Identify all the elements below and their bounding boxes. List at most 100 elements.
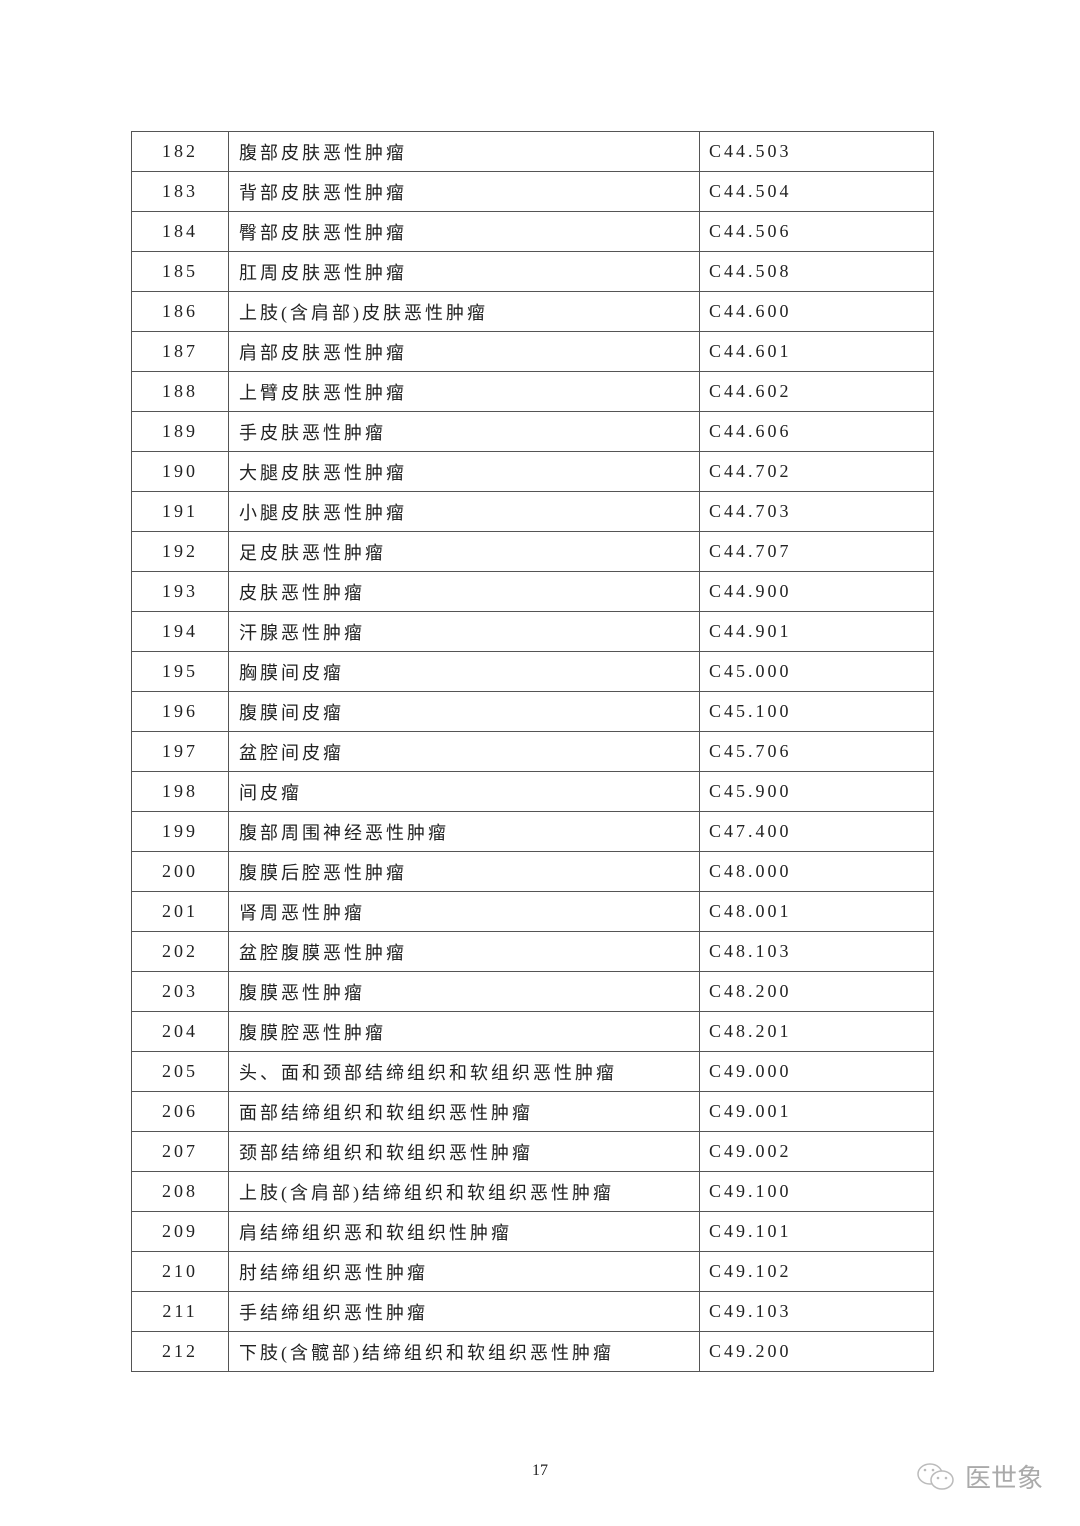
row-number: 193 [131,571,229,612]
table-row: 204 腹膜腔恶性肿瘤 C48.201 [131,1011,934,1052]
row-number: 189 [131,411,229,452]
diagnosis-name: 盆腔腹膜恶性肿瘤 [228,931,700,972]
row-number: 204 [131,1011,229,1052]
diagnosis-name: 间皮瘤 [228,771,700,812]
diagnosis-code: C48.201 [699,1011,934,1052]
table-row: 186 上肢(含肩部)皮肤恶性肿瘤 C44.600 [131,291,934,332]
table-row: 196 腹膜间皮瘤 C45.100 [131,691,934,732]
diagnosis-code: C48.103 [699,931,934,972]
row-number: 183 [131,171,229,212]
diagnosis-name: 腹膜后腔恶性肿瘤 [228,851,700,892]
diagnosis-name: 皮肤恶性肿瘤 [228,571,700,612]
diagnosis-name: 肘结缔组织恶性肿瘤 [228,1251,700,1292]
row-number: 197 [131,731,229,772]
diagnosis-name: 手皮肤恶性肿瘤 [228,411,700,452]
table-row: 210 肘结缔组织恶性肿瘤 C49.102 [131,1251,934,1292]
diagnosis-code: C47.400 [699,811,934,852]
diagnosis-code: C44.508 [699,251,934,292]
diagnosis-code: C45.000 [699,651,934,692]
diagnosis-code: C45.706 [699,731,934,772]
diagnosis-code-table: 182 腹部皮肤恶性肿瘤 C44.503 183 背部皮肤恶性肿瘤 C44.504 184 臀… [131,131,934,1372]
diagnosis-code: C49.101 [699,1211,934,1252]
table-row: 207 颈部结缔组织和软组织恶性肿瘤 C49.002 [131,1131,934,1172]
diagnosis-code: C44.703 [699,491,934,532]
diagnosis-name: 盆腔间皮瘤 [228,731,700,772]
diagnosis-code: C45.100 [699,691,934,732]
row-number: 199 [131,811,229,852]
table-row: 191 小腿皮肤恶性肿瘤 C44.703 [131,491,934,532]
row-number: 205 [131,1051,229,1092]
table-row: 202 盆腔腹膜恶性肿瘤 C48.103 [131,931,934,972]
table-row: 208 上肢(含肩部)结缔组织和软组织恶性肿瘤 C49.100 [131,1171,934,1212]
diagnosis-code: C44.506 [699,211,934,252]
table-row: 200 腹膜后腔恶性肿瘤 C48.000 [131,851,934,892]
diagnosis-name: 臀部皮肤恶性肿瘤 [228,211,700,252]
diagnosis-name: 上肢(含肩部)皮肤恶性肿瘤 [228,291,700,332]
row-number: 196 [131,691,229,732]
table-row: 198 间皮瘤 C45.900 [131,771,934,812]
diagnosis-code: C44.600 [699,291,934,332]
page-number: 17 [532,1462,548,1479]
diagnosis-code: C49.001 [699,1091,934,1132]
table-row: 192 足皮肤恶性肿瘤 C44.707 [131,531,934,572]
diagnosis-name: 肩结缔组织恶和软组织性肿瘤 [228,1211,700,1252]
row-number: 198 [131,771,229,812]
diagnosis-name: 头、面和颈部结缔组织和软组织恶性肿瘤 [228,1051,700,1092]
diagnosis-code: C49.000 [699,1051,934,1092]
row-number: 184 [131,211,229,252]
diagnosis-code: C44.900 [699,571,934,612]
diagnosis-name: 腹部皮肤恶性肿瘤 [228,131,700,172]
row-number: 185 [131,251,229,292]
table-row: 197 盆腔间皮瘤 C45.706 [131,731,934,772]
table-row: 182 腹部皮肤恶性肿瘤 C44.503 [131,131,934,172]
diagnosis-code: C44.901 [699,611,934,652]
table-row: 203 腹膜恶性肿瘤 C48.200 [131,971,934,1012]
row-number: 210 [131,1251,229,1292]
diagnosis-name: 肛周皮肤恶性肿瘤 [228,251,700,292]
watermark: 医世象 [915,1458,1043,1495]
diagnosis-name: 足皮肤恶性肿瘤 [228,531,700,572]
diagnosis-code: C44.601 [699,331,934,372]
table-row: 206 面部结缔组织和软组织恶性肿瘤 C49.001 [131,1091,934,1132]
table-row: 188 上臂皮肤恶性肿瘤 C44.602 [131,371,934,412]
row-number: 187 [131,331,229,372]
diagnosis-name: 颈部结缔组织和软组织恶性肿瘤 [228,1131,700,1172]
table-row: 193 皮肤恶性肿瘤 C44.900 [131,571,934,612]
diagnosis-name: 腹膜间皮瘤 [228,691,700,732]
diagnosis-name: 上肢(含肩部)结缔组织和软组织恶性肿瘤 [228,1171,700,1212]
table-row: 187 肩部皮肤恶性肿瘤 C44.601 [131,331,934,372]
diagnosis-code: C44.702 [699,451,934,492]
diagnosis-code: C44.707 [699,531,934,572]
table-row: 205 头、面和颈部结缔组织和软组织恶性肿瘤 C49.000 [131,1051,934,1092]
row-number: 208 [131,1171,229,1212]
diagnosis-name: 胸膜间皮瘤 [228,651,700,692]
table-row: 201 肾周恶性肿瘤 C48.001 [131,891,934,932]
row-number: 211 [131,1291,229,1332]
diagnosis-name: 背部皮肤恶性肿瘤 [228,171,700,212]
table-row: 194 汗腺恶性肿瘤 C44.901 [131,611,934,652]
row-number: 207 [131,1131,229,1172]
table-row: 190 大腿皮肤恶性肿瘤 C44.702 [131,451,934,492]
table-row: 209 肩结缔组织恶和软组织性肿瘤 C49.101 [131,1211,934,1252]
row-number: 188 [131,371,229,412]
diagnosis-code: C49.103 [699,1291,934,1332]
diagnosis-code: C48.001 [699,891,934,932]
table-row: 211 手结缔组织恶性肿瘤 C49.103 [131,1291,934,1332]
diagnosis-code: C49.200 [699,1331,934,1372]
row-number: 191 [131,491,229,532]
row-number: 186 [131,291,229,332]
row-number: 190 [131,451,229,492]
diagnosis-name: 下肢(含髋部)结缔组织和软组织恶性肿瘤 [228,1331,700,1372]
diagnosis-code: C49.102 [699,1251,934,1292]
diagnosis-name: 手结缔组织恶性肿瘤 [228,1291,700,1332]
diagnosis-name: 大腿皮肤恶性肿瘤 [228,451,700,492]
row-number: 201 [131,891,229,932]
diagnosis-code: C44.504 [699,171,934,212]
diagnosis-name: 腹膜恶性肿瘤 [228,971,700,1012]
table-row: 183 背部皮肤恶性肿瘤 C44.504 [131,171,934,212]
table-row: 184 臀部皮肤恶性肿瘤 C44.506 [131,211,934,252]
diagnosis-code: C48.200 [699,971,934,1012]
diagnosis-code: C49.100 [699,1171,934,1212]
row-number: 203 [131,971,229,1012]
row-number: 195 [131,651,229,692]
